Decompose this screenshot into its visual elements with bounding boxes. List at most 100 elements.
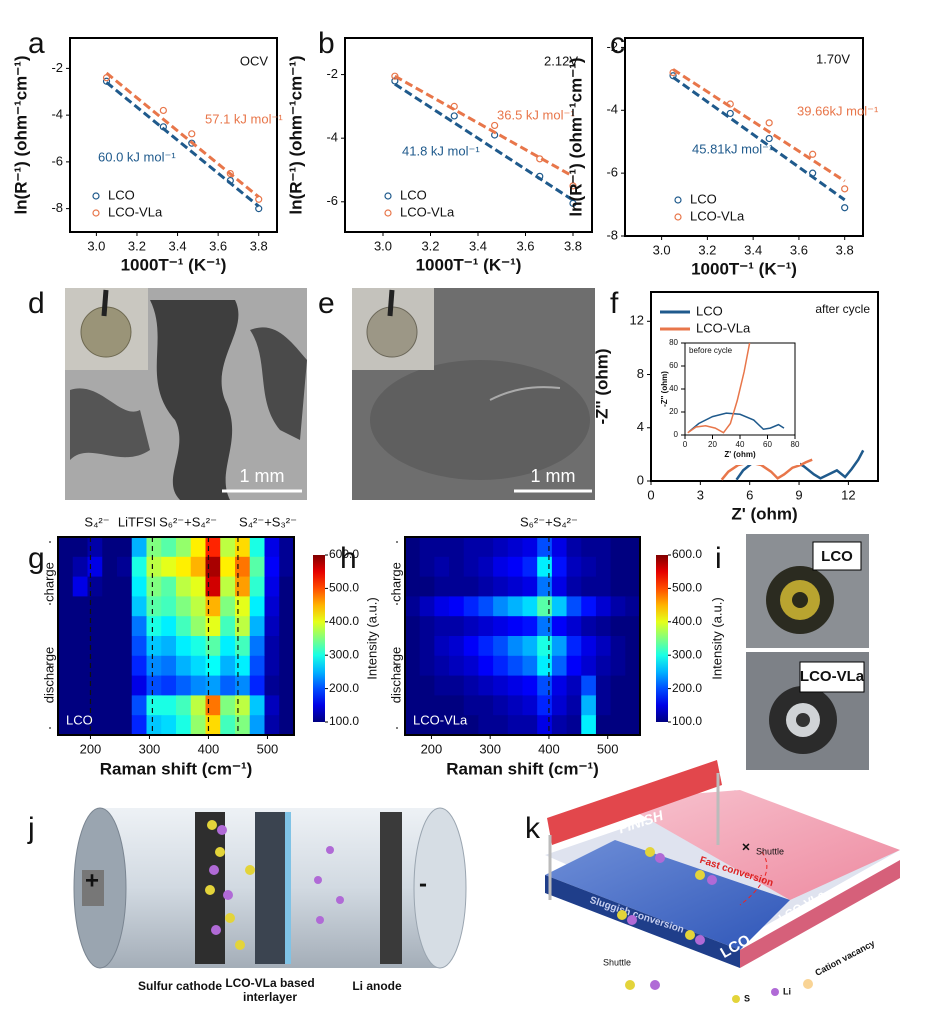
heatmap-cell <box>235 556 251 578</box>
heatmap-cell <box>146 576 162 597</box>
heatmap-cell <box>249 715 265 736</box>
heatmap-cell <box>117 616 133 637</box>
heatmap-cell <box>551 596 568 617</box>
heatmap-cell <box>566 616 582 637</box>
heatmap-cell <box>72 695 88 716</box>
heatmap-cell <box>176 556 192 578</box>
heatmap-cell <box>478 537 494 558</box>
data-point <box>255 205 263 213</box>
heatmap-cell <box>419 616 435 637</box>
heatmap-cell <box>610 596 626 617</box>
heatmap-cell <box>419 675 435 696</box>
heatmap-cell <box>72 576 88 597</box>
heatmap-cell <box>131 695 147 716</box>
panel-label: j <box>27 812 35 845</box>
sem-image-e: 1 mm <box>352 288 595 500</box>
heatmap-cell <box>279 616 295 637</box>
condition-label: 2.12V <box>544 53 578 68</box>
scale-bar-label: 1 mm <box>531 466 576 486</box>
heatmap-cell <box>176 537 192 558</box>
data-point <box>536 172 544 180</box>
heatmap-cell <box>595 576 612 597</box>
heatmap-cell <box>419 695 435 716</box>
colorbar-tick-label: 500.0 <box>329 581 359 595</box>
heatmap-cell <box>220 675 236 696</box>
heatmap-cell <box>478 655 494 677</box>
heatmap-cell <box>463 695 479 716</box>
heatmap-cell <box>581 556 597 578</box>
heatmap-cell <box>595 616 612 637</box>
heatmap-cell <box>493 616 509 637</box>
inset-bg <box>655 338 800 465</box>
heatmap-cell <box>449 675 465 696</box>
y-tick-label: 20 <box>669 407 678 416</box>
heatmap-cell <box>161 695 177 716</box>
heatmap-cell <box>405 695 421 716</box>
heatmap-cell <box>566 695 582 716</box>
colorbar-tick-label: 500.0 <box>672 581 702 595</box>
heatmap-cell <box>537 596 553 617</box>
heatmap-cell <box>249 576 265 597</box>
colorbar-tick-label: 100.0 <box>329 714 359 728</box>
colorbar-tick-label: 300.0 <box>329 647 359 661</box>
heatmap-cell <box>190 715 206 736</box>
heatmap-cell <box>264 715 280 736</box>
heatmap-cell <box>610 556 626 578</box>
y-tick-label: -6 <box>326 193 338 208</box>
heatmap-cell <box>522 715 538 736</box>
heatmap-cell <box>434 695 450 716</box>
heatmap-cell <box>249 537 265 558</box>
x-tick-label: 40 <box>736 440 745 449</box>
y-tick-label: 0 <box>674 430 679 439</box>
heatmap-cell <box>205 576 221 597</box>
heatmap-cell <box>87 616 103 637</box>
y-tick-label: -2 <box>326 66 338 81</box>
heatmap-cell <box>72 636 88 657</box>
heatmap-cell <box>493 576 509 597</box>
heatmap-cell <box>264 537 280 558</box>
heatmap-cell <box>235 616 251 637</box>
heatmap-cell <box>58 695 74 716</box>
heatmap-cell <box>566 675 582 696</box>
photo-label: LCO-VLa <box>800 668 865 685</box>
heatmap-cell <box>493 675 509 696</box>
data-point <box>159 106 167 115</box>
inset-note: before cycle <box>689 346 733 355</box>
heatmap-cell <box>625 636 641 657</box>
heatmap-cell <box>131 715 147 736</box>
heatmap-cell <box>279 695 295 716</box>
panel-label: i <box>715 542 722 575</box>
heatmap-cell <box>610 715 626 736</box>
heatmap-cell <box>551 537 568 558</box>
heatmap-cell <box>102 556 118 578</box>
data-point <box>255 195 263 203</box>
heatmap-cell <box>625 675 641 696</box>
heatmap-cell <box>102 596 118 617</box>
x-tick-label: 3.0 <box>374 238 392 253</box>
data-point <box>536 155 544 163</box>
heatmap-cell <box>478 556 494 578</box>
row-group-label: charge <box>41 562 56 602</box>
heatmap-cell <box>405 616 421 637</box>
fit-line <box>672 68 846 183</box>
data-point <box>841 204 849 212</box>
colorbar-tick-label: 400.0 <box>672 614 702 628</box>
heatmap-cell <box>264 616 280 637</box>
heatmap-cell <box>87 556 103 578</box>
panel-label: b <box>318 27 335 60</box>
legend-label: LCO-VLa <box>400 204 455 219</box>
heatmap-cell <box>522 655 538 677</box>
heatmap-cell <box>131 576 147 597</box>
x-axis-label: 1000T⁻¹ (K⁻¹) <box>691 259 797 278</box>
colorbar <box>313 555 325 722</box>
heatmap-cell <box>449 556 465 578</box>
colorbar-label: Intensity (a.u.) <box>709 597 724 679</box>
heatmap-cell <box>190 556 206 578</box>
heatmap-cell <box>131 616 147 637</box>
heatmap-cell <box>235 636 251 657</box>
heatmap-cell <box>58 675 74 696</box>
heatmap-cell <box>507 576 523 597</box>
heatmap-cell <box>537 695 553 716</box>
y-tick-label: -4 <box>51 107 63 122</box>
heatmap-cell <box>190 616 206 637</box>
